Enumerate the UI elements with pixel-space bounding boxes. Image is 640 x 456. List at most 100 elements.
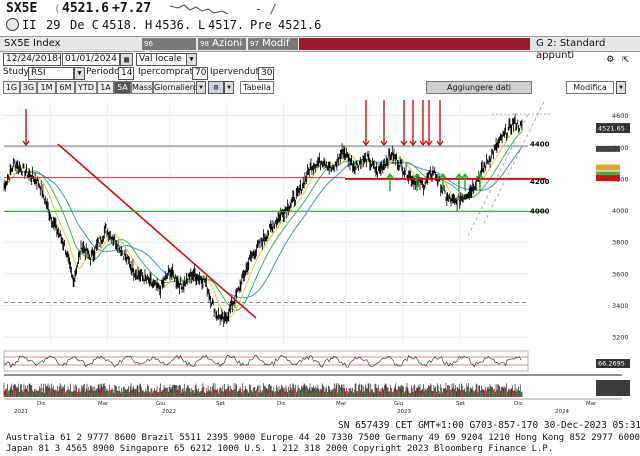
sell-arrow: [409, 140, 417, 147]
series-value-tag: [596, 171, 620, 178]
tabella-button[interactable]: Tabella: [240, 81, 274, 94]
chevron-down-icon[interactable]: ▼: [196, 81, 206, 94]
frequency-select[interactable]: Giornaliero: [153, 81, 198, 94]
azioni-num: 98: [200, 40, 209, 48]
buy-arrow: [461, 173, 469, 179]
sell-arrow: [380, 140, 388, 147]
index-label[interactable]: SX5E Index: [4, 38, 61, 49]
range-1m-button[interactable]: 1M: [37, 81, 56, 94]
year-label: 2022: [162, 409, 176, 415]
sell-arrow: [22, 140, 30, 147]
downtrend-line: [57, 143, 257, 319]
sell-arrow: [425, 140, 433, 147]
level-label: 4000: [530, 208, 550, 216]
add-data-button[interactable]: Aggiungere dati: [426, 81, 532, 94]
rsi-panel: 66.2695: [3, 350, 630, 376]
range-3g-button[interactable]: 3G: [20, 81, 37, 94]
status-bar: [299, 38, 530, 50]
export-icon[interactable]: ⇱: [622, 52, 629, 65]
overbought-input[interactable]: 70: [192, 67, 208, 80]
x-tick-label: Mar: [98, 401, 109, 407]
standard-notes-tab[interactable]: G 2: Standard appunti: [536, 38, 606, 61]
sell-arrow: [400, 140, 408, 147]
footer-session: SN 657439 CET GMT+1:00 G703-857-170 30-D…: [338, 420, 640, 431]
footer: SN 657439 CET GMT+1:00 G703-857-170 30-D…: [0, 420, 640, 456]
low-value: 4517.: [208, 18, 245, 32]
period-input[interactable]: 14: [118, 67, 134, 80]
high-value: 4536.: [155, 18, 192, 32]
footer-copyright: Japan 81 3 4565 8900 Singapore 65 6212 1…: [6, 444, 554, 454]
series-value-tag: [596, 175, 620, 182]
x-tick-label: Mar: [586, 401, 597, 407]
range-1a-button[interactable]: 1A: [97, 81, 114, 94]
prev-value: 4521.6: [278, 18, 322, 32]
currency-select[interactable]: Val locale: [136, 53, 188, 66]
range-1g-button[interactable]: 1G: [3, 81, 20, 94]
range-6m-button[interactable]: 6M: [56, 81, 75, 94]
volume-value-box: [596, 380, 630, 396]
time-axis: Dic Mar Giu Set Dic Mar Giu Set Dic Mar 2021 2022 20…: [4, 398, 622, 415]
open-value: 4518.: [102, 18, 139, 32]
chevron-down-icon[interactable]: ▼: [616, 81, 626, 94]
buy-arrow: [413, 173, 421, 179]
study-select[interactable]: RSI: [28, 67, 74, 80]
y-tick-label: 4600: [612, 112, 629, 120]
y-tick-label: 4200: [612, 175, 629, 183]
rsi-value-label: 66.2695: [598, 360, 625, 368]
chevron-down-icon[interactable]: ▼: [74, 67, 85, 80]
year-label: 2023: [397, 409, 411, 415]
modif-label: Modif: [262, 38, 290, 49]
rsi-value-box: [596, 359, 630, 368]
price-bars: [3, 113, 523, 327]
study-toolbar: Study RSI ▼ Periodo 14 Ipercomprato 70 I…: [0, 66, 640, 80]
date-to-field[interactable]: 01/01/2024: [62, 53, 120, 66]
sell-arrow: [436, 140, 444, 147]
buy-arrow: [386, 173, 394, 179]
y-tick-label: 4000: [612, 207, 629, 215]
discover-menu[interactable]: 96 Discover: [142, 38, 196, 61]
volume-bars-up: [4, 390, 521, 397]
volume-bars-down: [3, 388, 521, 397]
level-label: 4400: [530, 140, 550, 148]
range-5a-button[interactable]: 5A: [114, 81, 131, 94]
y-tick-label: 3400: [612, 302, 629, 310]
azioni-menu[interactable]: 98 Azioni: [198, 38, 246, 50]
ma-mid-line: [3, 131, 523, 311]
date-separator: -: [58, 53, 62, 63]
chart-type-icon[interactable]: ▥: [208, 81, 224, 94]
buy-arrow: [439, 173, 447, 179]
annotations: 4400 4200 4000: [4, 99, 550, 319]
range-max-button[interactable]: Mass: [131, 81, 153, 94]
year-label: 2021: [14, 409, 28, 415]
discover-num: 96: [144, 40, 153, 48]
sparkline-label: - /: [255, 2, 277, 16]
oversold-input[interactable]: 30: [258, 67, 274, 80]
modif-menu[interactable]: 97 Modif: [248, 38, 298, 50]
range-ytd-button[interactable]: YTD: [75, 81, 97, 94]
quote-header: SX5E ( 4521.6 +7.27 - / II 29 De C 4518.…: [0, 0, 640, 34]
x-tick-label: Giu: [394, 401, 403, 407]
year-label: 2024: [555, 409, 569, 415]
period-label: Periodo: [86, 67, 120, 77]
calendar-icon[interactable]: ▦: [120, 53, 133, 66]
buy-arrow: [455, 173, 463, 179]
x-tick-label: Mar: [336, 401, 347, 407]
x-tick-label: Set: [456, 401, 466, 407]
date-from-field[interactable]: 12/24/2018: [3, 53, 61, 66]
x-tick-label: Giu: [156, 401, 165, 407]
price-axis: 3200 3400 3600 3800 4000 4200 4400 4600 4521.65: [596, 112, 630, 342]
range-toolbar: 1G 3G 1M 6M YTD 1A 5A Mass Giornaliero ▼…: [0, 80, 640, 94]
ticker-symbol[interactable]: SX5E: [6, 1, 38, 16]
last-price-box: [596, 123, 630, 134]
channel-line: [467, 112, 530, 237]
chevron-down-icon[interactable]: ▼: [224, 81, 234, 94]
settings-icon[interactable]: ⚙: [607, 52, 614, 65]
modifica-button[interactable]: Modifica: [566, 81, 614, 94]
sell-arrow: [362, 140, 370, 147]
footer-contacts: Australia 61 2 9777 8600 Brazil 5511 239…: [6, 433, 640, 443]
modif-num: 97: [250, 40, 259, 48]
chevron-down-icon[interactable]: ▼: [186, 53, 197, 66]
ma-fast-line: [3, 124, 522, 318]
x-tick-label: Dic: [277, 401, 286, 407]
